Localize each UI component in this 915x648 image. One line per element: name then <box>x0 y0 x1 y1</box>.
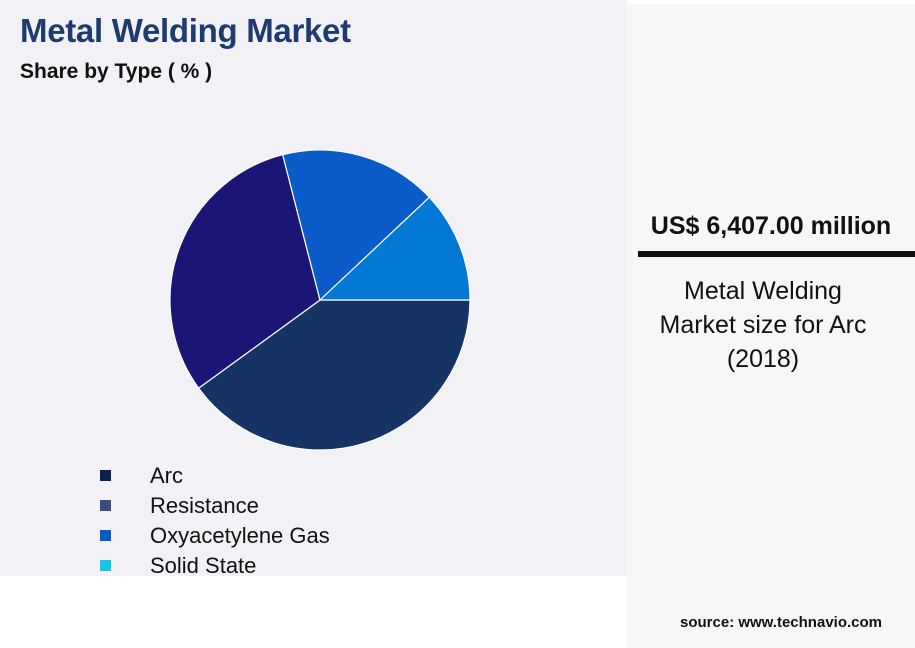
legend-label: Oxyacetylene Gas <box>150 523 330 548</box>
chart-title: Metal Welding Market <box>20 12 351 49</box>
legend-swatch <box>100 530 111 541</box>
pie-slice-arc <box>197 299 471 451</box>
legend-item: Solid State <box>100 551 400 581</box>
legend-item: Resistance <box>100 491 400 521</box>
legend-swatch <box>100 560 111 571</box>
legend-label: Solid State <box>150 553 257 578</box>
legend-label: Arc <box>150 463 183 488</box>
chart-legend: Arc Resistance Oxyacetylene Gas Solid State <box>100 461 400 581</box>
legend-item: Arc <box>100 461 400 491</box>
chart-subtitle: Share by Type ( % ) <box>20 60 213 83</box>
legend-swatch <box>100 500 111 511</box>
pie-slice-resistance <box>169 153 321 390</box>
kpi-caption: Metal Welding Market size for Arc (2018) <box>659 277 867 373</box>
pie-slice-oxyacetylene-gas <box>281 149 431 302</box>
kpi-panel <box>627 4 915 648</box>
kpi-divider <box>638 251 915 257</box>
source-credit: source: www.technavio.com <box>680 614 882 631</box>
pie-slice-solid-state <box>318 196 471 301</box>
pie-chart <box>169 149 471 451</box>
legend-swatch <box>100 470 111 481</box>
legend-item: Oxyacetylene Gas <box>100 521 400 551</box>
legend-label: Resistance <box>150 493 259 518</box>
kpi-value: US$ 6,407.00 million <box>650 212 892 240</box>
